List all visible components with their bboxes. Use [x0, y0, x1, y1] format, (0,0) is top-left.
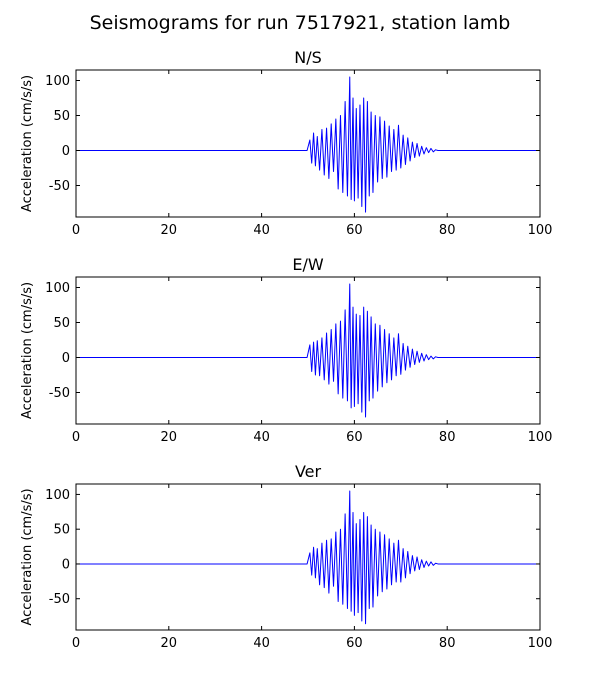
- axes-frame: [75, 483, 541, 631]
- x-tick-label: 0: [72, 223, 80, 238]
- y-tick-label: 100: [45, 488, 70, 503]
- y-tick-label: 100: [45, 281, 70, 296]
- panel-title: N/S: [294, 48, 322, 67]
- figure-title: Seismograms for run 7517921, station lam…: [90, 12, 511, 34]
- y-tick-label: 50: [53, 523, 70, 538]
- y-tick-label: 0: [62, 557, 70, 572]
- panel-title: Ver: [295, 462, 322, 481]
- x-tick-label: 40: [253, 636, 270, 651]
- axes-frame: [75, 276, 541, 425]
- x-tick-label: 40: [253, 223, 270, 238]
- x-tick-label: 20: [161, 430, 178, 445]
- y-tick-label: 50: [53, 109, 70, 124]
- x-tick-label: 80: [439, 223, 456, 238]
- panel-title: E/W: [292, 255, 324, 274]
- y-axis-label: Acceleration (cm/s/s): [20, 282, 35, 419]
- x-tick-label: 80: [439, 636, 456, 651]
- panel-0: N/S Acceleration (cm/s/s) 0 20 40 60 80 100 -50 0…: [20, 48, 552, 238]
- y-tick-label: 0: [62, 144, 70, 159]
- y-tick-label: -50: [49, 592, 70, 607]
- x-tick-label: 60: [346, 430, 363, 445]
- panel-1: E/W Acceleration (cm/s/s) 0 20 40 60 80 100 -50 0…: [20, 255, 552, 445]
- panel-2: Ver Acceleration (cm/s/s) 0 20 40 60 80 100 -50 0…: [20, 462, 552, 651]
- x-tick-label: 60: [346, 223, 363, 238]
- seismogram-trace: [76, 490, 540, 625]
- seismogram-panels: N/S Acceleration (cm/s/s) 0 20 40 60 80 100 -50 0…: [20, 48, 552, 651]
- x-tick-label: 0: [72, 430, 80, 445]
- axes-frame: [75, 69, 541, 218]
- x-tick-label: 20: [161, 636, 178, 651]
- y-axis-label: Acceleration (cm/s/s): [20, 488, 35, 625]
- y-tick-label: -50: [49, 179, 70, 194]
- seismogram-trace: [76, 76, 540, 213]
- y-tick-label: 50: [53, 316, 70, 331]
- x-tick-label: 100: [528, 636, 553, 651]
- x-tick-label: 0: [72, 636, 80, 651]
- x-tick-label: 80: [439, 430, 456, 445]
- x-tick-label: 100: [528, 223, 553, 238]
- y-tick-label: 0: [62, 351, 70, 366]
- x-tick-label: 100: [528, 430, 553, 445]
- seismogram-trace: [76, 283, 540, 418]
- x-tick-label: 40: [253, 430, 270, 445]
- x-tick-label: 20: [161, 223, 178, 238]
- y-axis-label: Acceleration (cm/s/s): [20, 75, 35, 212]
- x-tick-label: 60: [346, 636, 363, 651]
- y-tick-label: 100: [45, 74, 70, 89]
- y-tick-label: -50: [49, 386, 70, 401]
